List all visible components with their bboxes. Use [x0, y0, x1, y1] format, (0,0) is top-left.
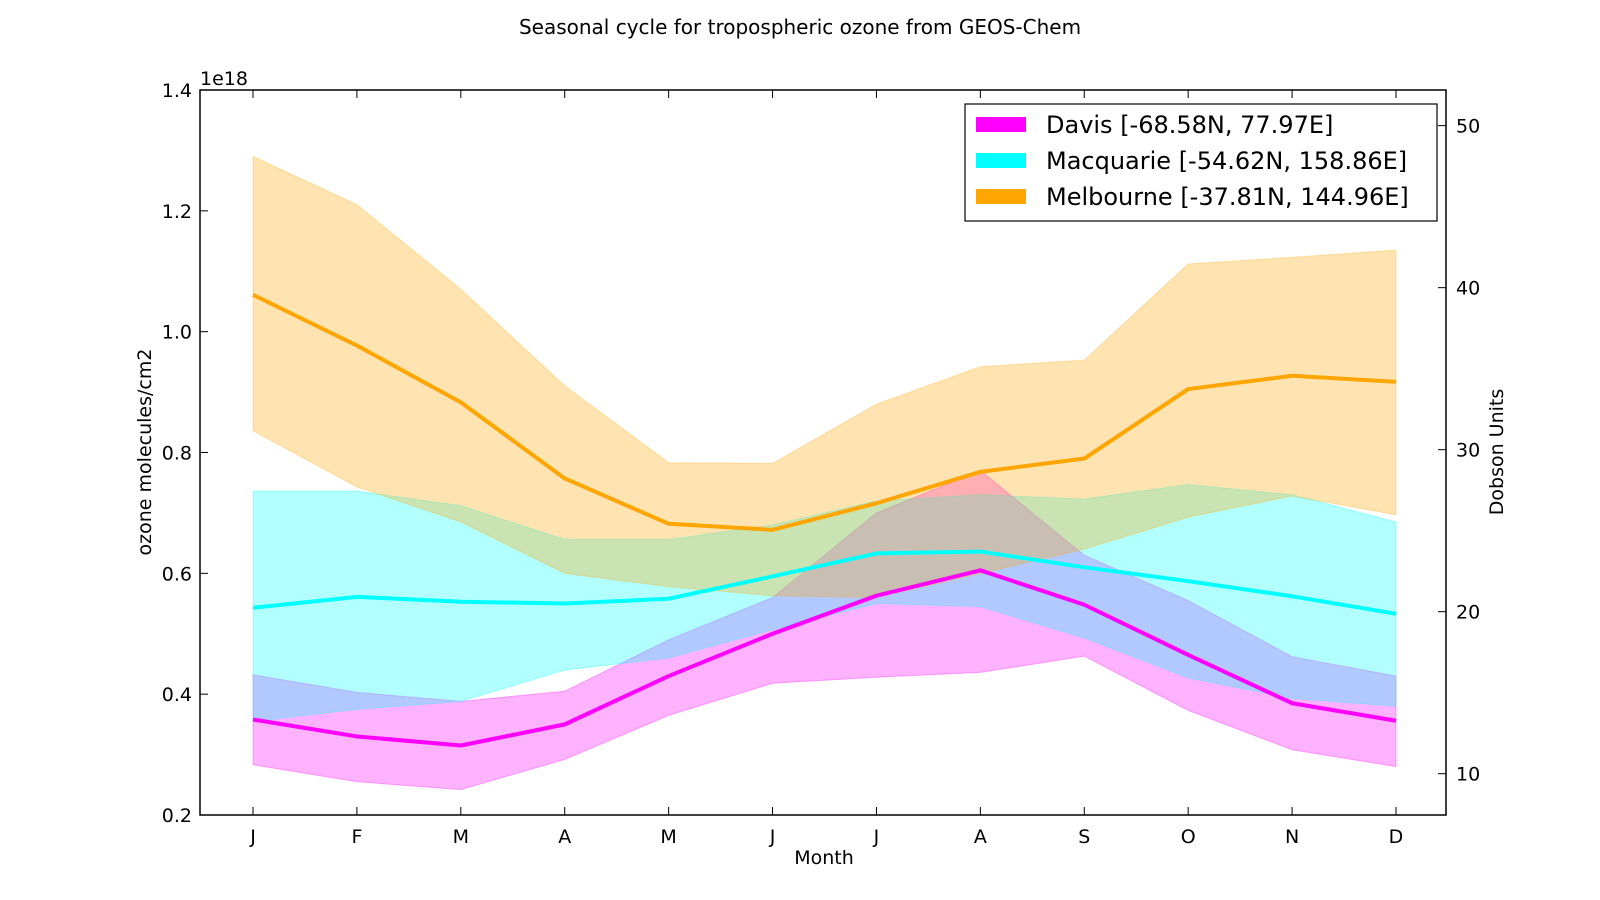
y-tick-label: 1.2	[162, 201, 192, 223]
y-offset-label: 1e18	[200, 68, 248, 90]
x-tick-label: M	[453, 826, 469, 848]
series-lines	[252, 293, 1397, 748]
y-tick-label: 0.8	[162, 443, 192, 465]
x-tick-label: A	[974, 826, 987, 848]
chart-title: Seasonal cycle for tropospheric ozone fr…	[519, 15, 1081, 39]
y-tick-label: 0.6	[162, 563, 192, 585]
y-axis-left: 0.2 0.4 0.6 0.8 1.0 1.2 1.4	[162, 80, 208, 827]
y2-tick-label: 10	[1456, 764, 1480, 786]
x-tick-label: O	[1181, 826, 1196, 848]
legend-label-melbourne: Melbourne [-37.81N, 144.96E]	[1046, 183, 1409, 211]
y-axis-label: ozone molecules/cm2	[134, 349, 156, 556]
band-macquarie	[252, 484, 1397, 722]
x-tick-label: F	[351, 826, 362, 848]
legend-swatch-macquarie	[976, 153, 1026, 168]
y2-tick-label: 40	[1456, 278, 1480, 300]
line-melbourne	[252, 293, 1397, 532]
legend: Davis [-68.58N, 77.97E] Macquarie [-54.62…	[964, 103, 1438, 222]
line-macquarie	[252, 549, 1397, 616]
legend-swatch-davis	[976, 117, 1026, 132]
y2-tick-label: 50	[1456, 116, 1480, 138]
legend-label-macquarie: Macquarie [-54.62N, 158.86E]	[1046, 147, 1407, 175]
y-axis-right: 10 20 30 40 50	[1438, 116, 1480, 786]
x-tick-label: A	[558, 826, 571, 848]
y-tick-label: 1.4	[162, 80, 192, 102]
legend-swatch-melbourne	[976, 189, 1026, 204]
y2-tick-label: 20	[1456, 602, 1480, 624]
confidence-bands	[252, 155, 1397, 791]
x-tick-label: S	[1078, 826, 1090, 848]
band-melbourne	[252, 155, 1397, 599]
x-tick-label: M	[660, 826, 676, 848]
y-tick-label: 0.4	[162, 684, 192, 706]
line-davis	[252, 568, 1397, 748]
x-axis-label: Month	[794, 847, 854, 869]
y2-tick-label: 30	[1456, 440, 1480, 462]
y-tick-label: 0.2	[162, 805, 192, 827]
y-tick-label: 1.0	[162, 322, 192, 344]
x-tick-label: J	[249, 826, 256, 848]
x-tick-label: J	[873, 826, 880, 848]
x-tick-label: J	[769, 826, 776, 848]
x-tick-label: N	[1285, 826, 1299, 848]
x-tick-label: D	[1389, 826, 1404, 848]
band-davis	[252, 470, 1397, 791]
legend-box	[964, 103, 1438, 222]
legend-label-davis: Davis [-68.58N, 77.97E]	[1046, 111, 1333, 139]
y2-axis-label: Dobson Units	[1486, 389, 1508, 516]
